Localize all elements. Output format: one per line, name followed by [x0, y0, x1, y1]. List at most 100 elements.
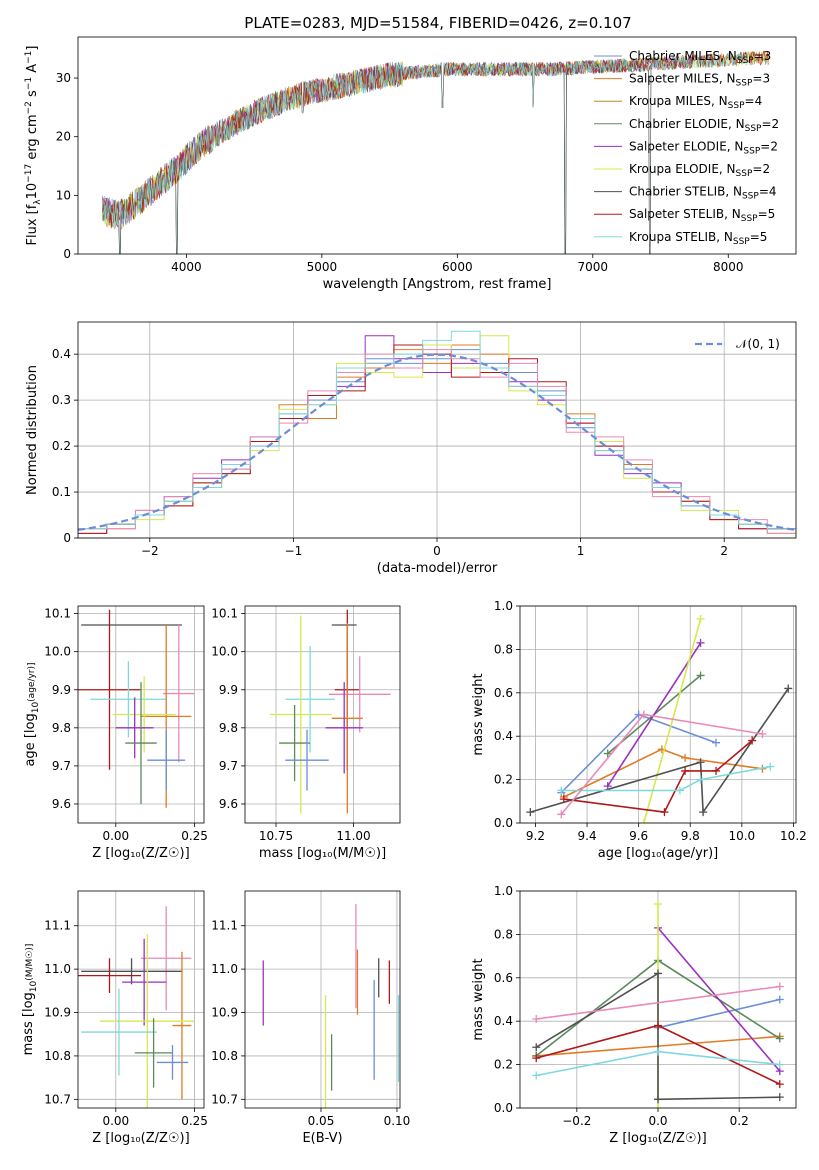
weight-marker — [532, 1043, 541, 1052]
legend-label-part: =3 — [754, 49, 772, 63]
x-axis-label: Z [log₁₀(Z/Z☉)] — [92, 1131, 189, 1146]
panel-mass-weight-vs-Z: −0.2 0.0 0.2 0.0 0.2 0.4 0.6 0.8 1.0 Z [log₁₀(Z/Z… — [471, 884, 797, 1146]
weight-marker — [654, 969, 662, 978]
axes-frame — [244, 890, 401, 1109]
weight-marker — [784, 684, 793, 693]
y-tick-label: 0 — [63, 247, 71, 261]
weight-marker — [699, 808, 708, 817]
legend-label-part: =2 — [752, 162, 770, 176]
y-axis-label-part: λ — [33, 199, 43, 205]
x-tick-label: 9.2 — [526, 829, 545, 843]
x-tick-label: 10.2 — [780, 829, 807, 843]
normal-curve — [78, 353, 796, 531]
y-tick-label: 9.9 — [52, 683, 71, 697]
weight-marker — [639, 819, 648, 823]
y-axis-label-part: 10 — [29, 980, 39, 992]
y-tick-label: 0.1 — [52, 485, 71, 499]
legend-label-part: =2 — [761, 117, 779, 131]
y-tick-label: 0.2 — [52, 439, 71, 453]
weight-marker — [559, 795, 568, 804]
x-axis-label: mass [log₁₀(M/M☉)] — [259, 846, 386, 861]
panel-mass-vs-EBV: 0.05 0.10 10.7 10.8 10.9 11.0 11.1 E(B-V) — [211, 890, 410, 1146]
legend-label-part: Kroupa ELODIE, N — [629, 162, 736, 176]
x-tick-label: 9.8 — [681, 829, 700, 843]
y-tick-label: 9.9 — [219, 683, 238, 697]
legend-label-part: SSP — [733, 237, 750, 247]
y-axis-label-part: 10 — [25, 183, 40, 200]
legend-label-part: =4 — [759, 185, 777, 199]
axes-frame — [77, 36, 797, 255]
y-axis-label-part: −1 — [24, 77, 34, 90]
y-tick-label: 0.8 — [494, 642, 513, 656]
y-tick-label: 9.6 — [52, 797, 71, 811]
legend-label-part: SSP — [736, 169, 753, 179]
y-axis-label-part: (age/yr)] — [27, 662, 37, 701]
y-tick-label: 11.1 — [211, 919, 238, 933]
weight-marker — [532, 1054, 541, 1063]
weight-marker — [775, 1060, 784, 1069]
x-tick-label: 10.75 — [259, 829, 293, 843]
weight-marker — [654, 900, 662, 909]
x-tick-label: 0.25 — [181, 829, 208, 843]
plot-area — [532, 900, 784, 1108]
y-tick-label: 0 — [63, 531, 71, 545]
y-tick-label: 9.7 — [219, 759, 238, 773]
weight-marker — [639, 710, 648, 719]
x-axis-label: Z [log₁₀(Z/Z☉)] — [609, 1131, 706, 1146]
x-tick-label: 7000 — [578, 260, 609, 274]
y-axis-label-part: age [log — [23, 713, 38, 766]
weight-marker — [557, 786, 566, 795]
legend-label: Salpeter MILES, NSSP=3 — [629, 72, 770, 89]
y-axis-label: mass weight — [471, 673, 486, 755]
legend-label: Kroupa MILES, NSSP=4 — [629, 94, 762, 111]
legend-label: Kroupa STELIB, NSSP=5 — [629, 230, 767, 247]
y-tick-label: 0.4 — [494, 729, 513, 743]
x-tick-label: −0.2 — [562, 1114, 591, 1128]
weight-marker — [775, 1080, 784, 1089]
weight-marker — [654, 1021, 662, 1030]
panel-mass-vs-Z: 0.00 0.25 10.7 10.8 10.9 11.0 11.1 Z [log₁₀(Z/Z… — [21, 890, 208, 1146]
weight-marker — [557, 810, 566, 819]
x-tick-label: 0.25 — [181, 1114, 208, 1128]
x-tick-label: 10.0 — [728, 829, 755, 843]
y-tick-label: 0.0 — [494, 1101, 513, 1115]
y-tick-label: 0.0 — [494, 816, 513, 830]
y-tick-label: 1.0 — [494, 884, 513, 898]
y-tick-label: 0.2 — [494, 1058, 513, 1072]
y-tick-label: 0.4 — [52, 347, 71, 361]
panel-age-vs-Z: 0.00 0.25 9.6 9.7 9.8 9.9 10.0 10.1 Z [log₁₀(Z/Z… — [23, 605, 208, 861]
x-tick-label: 2 — [720, 544, 728, 558]
weight-marker — [660, 808, 669, 817]
plot-area — [269, 609, 391, 814]
legend-label-part: Chabrier MILES, N — [629, 49, 737, 63]
y-tick-label: 11.1 — [44, 919, 71, 933]
legend-label: Kroupa ELODIE, NSSP=2 — [629, 162, 770, 179]
legend-label-part: SSP — [728, 101, 745, 111]
y-tick-label: 9.8 — [52, 721, 71, 735]
weight-line — [530, 688, 789, 815]
legend-label-part: SSP — [743, 146, 760, 156]
weight-marker — [532, 1015, 541, 1024]
legend-label-part: =5 — [750, 230, 768, 244]
y-axis-label-part: erg cm — [25, 114, 40, 163]
weight-marker — [775, 982, 784, 991]
panel-mass-weight-vs-age: 9.2 9.4 9.6 9.8 10.0 10.2 0.0 0.2 0.4 0.6 0.8 1.0 ag… — [471, 599, 807, 861]
y-axis-label: age [log10(age/yr)] — [23, 662, 41, 766]
weight-line — [657, 927, 781, 1072]
weight-marker — [775, 1093, 784, 1102]
weight-marker — [681, 766, 690, 775]
weight-marker — [748, 736, 757, 745]
weight-marker — [775, 1034, 784, 1043]
y-axis-label: mass [log10(M/M☉)] — [21, 944, 39, 1056]
y-axis-label-part: (M/M☉)] — [25, 944, 35, 981]
y-axis-label-part: s — [25, 90, 40, 101]
weight-marker — [712, 738, 721, 747]
y-tick-label: 0.6 — [494, 971, 513, 985]
axes-frame — [519, 605, 797, 824]
weight-marker — [696, 671, 705, 680]
y-tick-label: 10.7 — [44, 1092, 71, 1106]
y-tick-label: 0.2 — [494, 773, 513, 787]
legend-label-part: SSP — [737, 56, 754, 66]
weight-marker — [775, 995, 784, 1004]
